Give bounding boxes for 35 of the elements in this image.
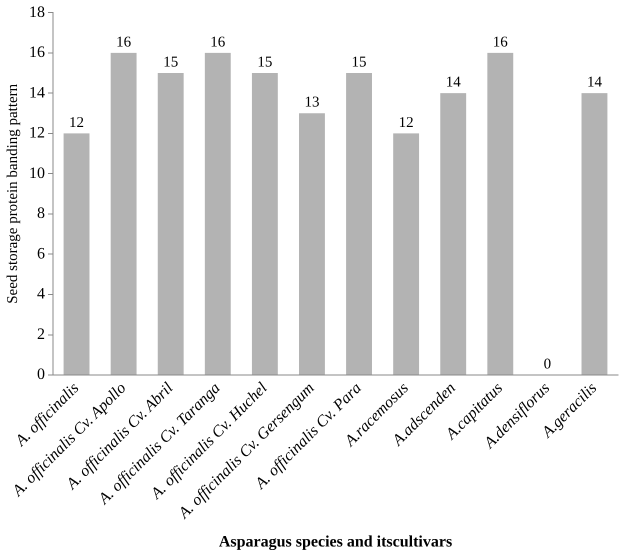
data-label: 14 — [586, 74, 602, 91]
x-axis-title: Asparagus species and itscultivars — [218, 534, 452, 551]
bar — [487, 52, 514, 375]
bar — [110, 52, 137, 375]
bar — [346, 73, 372, 375]
y-tick-label: 12 — [29, 124, 45, 142]
data-label: 15 — [163, 54, 178, 70]
y-tick-label: 14 — [29, 84, 45, 102]
y-tick-label: 16 — [29, 44, 45, 62]
y-tick-label: 2 — [37, 326, 45, 343]
data-label: 13 — [304, 94, 320, 111]
y-tick-label: 0 — [37, 366, 45, 384]
data-label: 16 — [492, 34, 508, 50]
data-label: 15 — [257, 54, 272, 70]
bar — [204, 52, 231, 375]
y-tick-label: 8 — [37, 205, 45, 222]
data-label: 16 — [116, 34, 132, 50]
bar — [252, 73, 278, 375]
bar — [393, 133, 420, 375]
y-tick-label: 4 — [37, 286, 45, 303]
data-label: 15 — [352, 54, 367, 70]
y-axis-title: Seed storage protein banding pattern — [4, 83, 21, 304]
data-label: 12 — [398, 114, 414, 131]
bar — [158, 73, 184, 375]
bar — [582, 93, 608, 375]
data-label: 14 — [446, 74, 462, 91]
data-label: 16 — [210, 34, 226, 50]
y-tick-label: 10 — [29, 164, 45, 182]
bar — [299, 113, 325, 375]
bar — [64, 133, 90, 375]
data-label: 0 — [544, 356, 552, 372]
bar — [440, 93, 466, 375]
y-tick-label: 18 — [29, 4, 45, 21]
data-label: 12 — [69, 114, 84, 131]
y-tick-label: 6 — [37, 245, 45, 262]
